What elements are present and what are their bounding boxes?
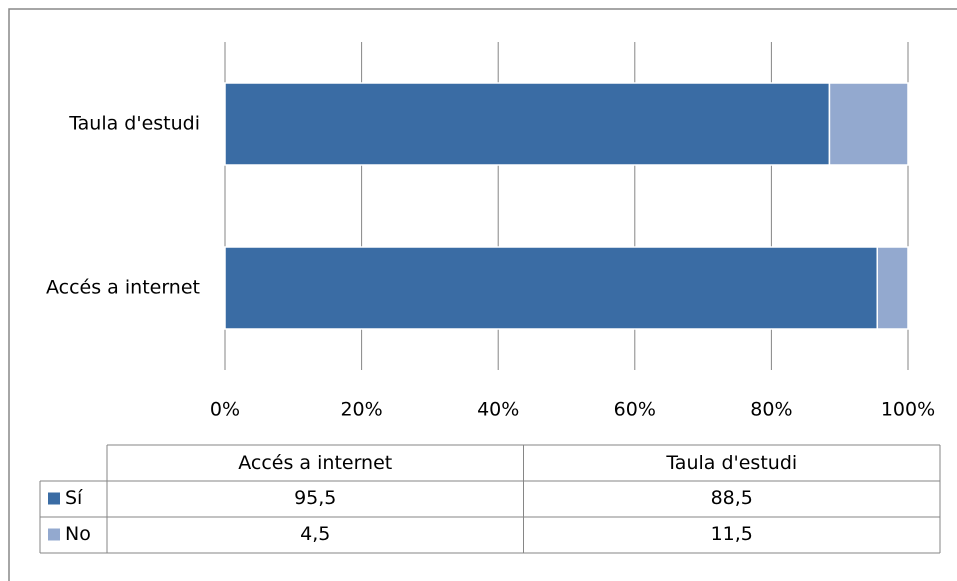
x-tick-label: 80%	[750, 399, 792, 421]
y-tick-label: Accés a internet	[46, 277, 200, 299]
table-value: 88,5	[711, 487, 753, 509]
legend-label: Sí	[65, 487, 83, 509]
x-tick-label: 20%	[340, 399, 382, 421]
table-header: Taula d'estudi	[665, 452, 797, 474]
y-tick-label: Taula d'estudi	[68, 113, 200, 135]
x-tick-label: 100%	[881, 399, 935, 421]
bar-segment	[876, 246, 909, 330]
x-tick-label: 60%	[614, 399, 656, 421]
legend-key	[48, 528, 60, 541]
bar-segment	[224, 246, 879, 330]
table-value: 4,5	[300, 523, 330, 545]
table-header: Accés a internet	[238, 452, 392, 474]
table-value: 11,5	[711, 523, 753, 545]
bar-segment	[224, 82, 831, 166]
x-tick-label: 0%	[210, 399, 240, 421]
bar-segment	[828, 82, 909, 166]
legend-label: No	[65, 523, 91, 545]
x-tick-label: 40%	[477, 399, 519, 421]
legend-key	[48, 492, 60, 505]
table-value: 95,5	[294, 487, 336, 509]
